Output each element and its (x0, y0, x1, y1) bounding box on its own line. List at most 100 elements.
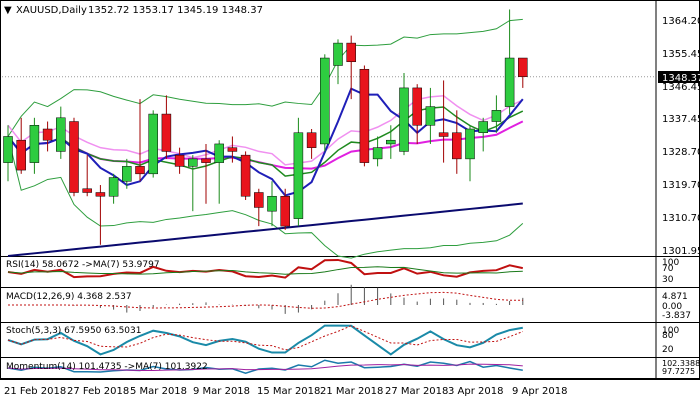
stoch-tick: 80 (662, 331, 674, 341)
candle-body (412, 87, 422, 126)
candle-body (293, 132, 304, 219)
rsi-tick: 100 (662, 258, 679, 268)
candle (108, 173, 119, 204)
candle-body (267, 195, 277, 212)
lower-band-line (7, 136, 524, 259)
candle (438, 80, 449, 163)
candle (16, 117, 26, 174)
candle-body (201, 158, 211, 163)
candle-body (346, 42, 356, 63)
candle-body (452, 132, 462, 160)
ohlc-readout: 1352.72 1353.17 1345.19 1348.37 (88, 5, 263, 16)
candle-body (56, 117, 66, 152)
candle (280, 188, 290, 230)
candle-body (108, 177, 119, 197)
candle (188, 155, 198, 212)
candle-body (504, 57, 515, 107)
price-tick: 1310.70 (662, 213, 700, 224)
candle (504, 9, 515, 115)
candle-body (122, 166, 132, 182)
momentum-ma-line (7, 363, 523, 372)
candle-body (399, 87, 409, 152)
candle-body (386, 139, 396, 145)
candle (346, 35, 356, 100)
candle-body (29, 125, 40, 163)
rsi-line (7, 258, 524, 279)
stoch-tick: 100 (662, 326, 679, 336)
price-tick: 1346.45 (662, 82, 700, 93)
candle (56, 106, 66, 159)
candle-body (518, 57, 528, 77)
price-tick: 1319.70 (662, 180, 700, 191)
stoch-label: Stoch(5,3,3) 67.5950 63.5031 (6, 326, 141, 336)
candle (306, 129, 317, 159)
candle-body (491, 110, 502, 122)
momentum-tick: 97.7275 (662, 367, 695, 376)
candle (122, 158, 132, 189)
candle-body (280, 195, 290, 227)
upper-band-line (7, 18, 523, 137)
candle-body (42, 128, 53, 141)
date-label: 15 Mar 2018 (257, 386, 320, 397)
candle (425, 87, 436, 144)
candle-body (333, 42, 343, 66)
candle (240, 151, 251, 200)
date-label: 3 Apr 2018 (448, 386, 503, 397)
rsi-tick: 30 (662, 275, 674, 285)
candle-body (478, 121, 488, 133)
date-label: 9 Mar 2018 (193, 386, 250, 397)
candle-body (359, 68, 370, 163)
candle (293, 117, 304, 227)
rsi-tick: 70 (662, 264, 674, 274)
current-price-label: 1348.37 (662, 73, 700, 84)
stoch-panel[interactable] (7, 324, 523, 356)
candle-body (425, 106, 436, 126)
candle (412, 84, 422, 144)
candle (518, 57, 528, 88)
date-label: 27 Feb 2018 (67, 386, 129, 397)
candle (201, 143, 211, 204)
ma-fast-line (7, 87, 524, 197)
candle-body (227, 147, 238, 152)
candle-body (95, 192, 106, 197)
price-tick: 1355.45 (662, 49, 700, 60)
stoch-d-line (7, 325, 523, 351)
price-tick: 1301.95 (662, 246, 700, 257)
symbol-label: XAUUSD,Daily (16, 5, 87, 16)
price-panel[interactable] (2, 9, 656, 259)
current-price-marker (658, 71, 700, 83)
rsi-label: RSI(14) 58.0672 ->MA(7) 53.9797 (6, 260, 160, 270)
price-tick: 1337.45 (662, 114, 700, 125)
rsi-panel[interactable] (7, 258, 524, 279)
macd-panel[interactable] (8, 284, 524, 314)
rsi-ma-line (7, 266, 523, 275)
macd-tick: -3.837 (662, 311, 691, 321)
candle (135, 99, 145, 182)
stoch-tick: 20 (662, 345, 674, 355)
momentum-label: Momentum(14) 101.4735 ->MA(7) 101.3922 (6, 362, 208, 372)
candle (254, 188, 264, 227)
macd-label: MACD(12,26,9) 4.368 2.537 (6, 292, 132, 302)
chart-menu-icon[interactable]: ▼ (4, 5, 12, 16)
candle (399, 72, 409, 156)
ma-magenta-line (7, 120, 524, 170)
candle (359, 65, 370, 167)
date-label: 27 Mar 2018 (385, 386, 448, 397)
candle (174, 147, 185, 174)
candle-body (161, 113, 172, 152)
candle (3, 125, 13, 182)
ma-pink-line (7, 94, 524, 166)
date-label: 5 Mar 2018 (130, 386, 187, 397)
candle (333, 39, 343, 85)
candle-body (188, 158, 198, 167)
candle-body (69, 121, 79, 193)
candle-body (16, 139, 26, 171)
macd-tick: 0.00 (662, 302, 682, 312)
candle (42, 121, 53, 152)
candle (491, 95, 502, 133)
macd-signal-line (8, 291, 523, 309)
momentum-panel[interactable] (7, 359, 523, 375)
candle-body (240, 154, 251, 197)
